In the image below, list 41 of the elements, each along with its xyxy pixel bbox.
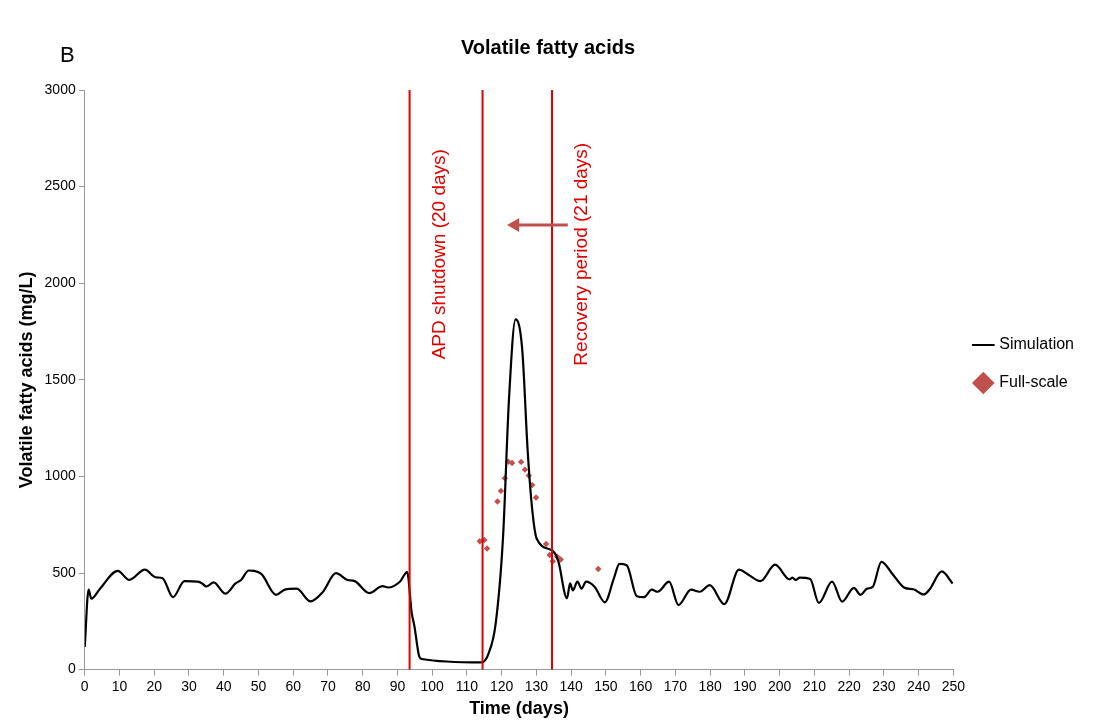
ref-line-label: Recovery period (21 days)	[570, 142, 592, 366]
x-tick-label: 240	[906, 677, 931, 694]
y-axis-title: Volatile fatty acids (mg/L)	[15, 271, 36, 489]
x-tick-label: 120	[489, 677, 514, 694]
y-tick-label: 1500	[44, 370, 76, 387]
x-axis-title: Time (days)	[469, 698, 569, 719]
x-tick-label: 200	[767, 677, 792, 694]
y-tick-label: 2000	[44, 274, 76, 291]
x-tick-label: 230	[872, 677, 896, 694]
x-tick-label: 0	[80, 677, 89, 694]
x-tick-label: 220	[837, 677, 861, 694]
x-tick-label: 90	[389, 677, 406, 694]
x-tick-label: 80	[354, 677, 371, 694]
x-tick-label: 20	[146, 677, 163, 694]
x-tick-label: 160	[628, 677, 653, 694]
x-tick-label: 210	[802, 677, 827, 694]
x-tick-label: 10	[111, 677, 128, 694]
chart-title: Volatile fatty acids	[460, 35, 636, 58]
x-tick-label: 180	[698, 677, 722, 694]
y-tick-label: 1000	[44, 467, 76, 484]
ref-line-label: APD shutdown (20 days)	[427, 149, 449, 360]
x-tick-label: 40	[215, 677, 232, 694]
y-tick-label: 500	[52, 563, 76, 580]
x-tick-label: 70	[320, 677, 336, 694]
text: B	[60, 42, 75, 68]
y-tick-label: 2500	[44, 177, 76, 194]
x-tick-label: 60	[285, 677, 302, 694]
x-tick-label: 250	[941, 677, 966, 694]
x-tick-label: 150	[594, 677, 618, 694]
x-tick-label: 190	[733, 677, 757, 694]
legend-label: Full-scale	[999, 373, 1068, 391]
x-tick-label: 30	[181, 677, 197, 694]
x-tick-label: 170	[663, 677, 688, 694]
legend-label: Simulation	[999, 335, 1074, 353]
y-tick-label: 3000	[44, 80, 76, 97]
x-tick-label: 110	[455, 677, 479, 694]
y-tick-label: 0	[67, 660, 76, 677]
x-tick-label: 140	[559, 677, 584, 694]
x-tick-label: 100	[420, 677, 445, 694]
x-tick-label: 50	[250, 677, 267, 694]
x-tick-label: 130	[524, 677, 549, 694]
